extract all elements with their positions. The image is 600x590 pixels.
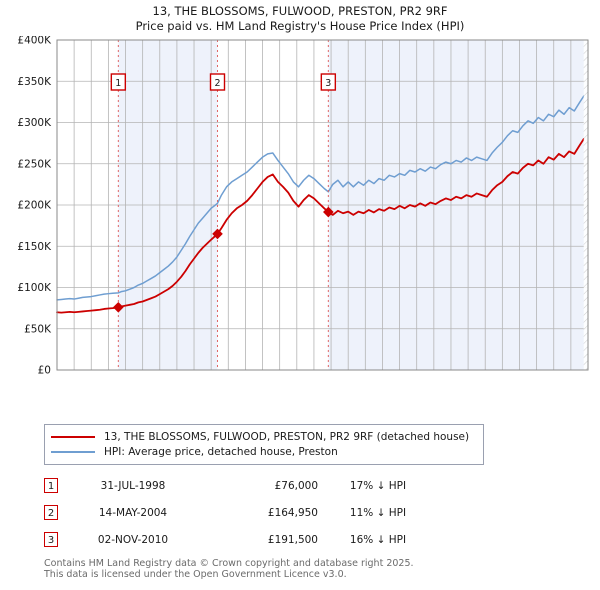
y-axis-tick-label: £50K xyxy=(24,323,52,335)
marker-badge-label-3: 3 xyxy=(325,78,331,89)
chart-series-line-2 xyxy=(56,95,585,301)
txn-price-1: £76,000 xyxy=(274,479,318,492)
table-row: 3 02-NOV-2010 £191,500 16% ↓ HPI xyxy=(44,526,474,553)
table-row: 2 14-MAY-2004 £164,950 11% ↓ HPI xyxy=(44,499,474,526)
chart-plot-area: £0 £50K £100K £150K £200K £250K £300K £350K £400… xyxy=(0,36,600,376)
chart-svg: £0 £50K £100K £150K £200K £250K £300K £350K £400… xyxy=(17,36,595,376)
y-axis-tick-label: £350K xyxy=(17,76,52,88)
marker-badge-label-1: 1 xyxy=(115,78,121,89)
sale-marker-point-2[interactable] xyxy=(212,228,223,240)
marker-badge-3[interactable] xyxy=(320,73,337,91)
title-line-2: Price paid vs. HM Land Registry's House … xyxy=(135,19,465,33)
transactions-table: 1 31-JUL-1998 £76,000 17% ↓ HPI 2 14-MAY… xyxy=(44,472,474,553)
y-axis-tick-label: £400K xyxy=(17,36,52,47)
footer-line-1: Contains HM Land Registry data © Crown c… xyxy=(44,558,414,569)
y-axis-tick-label: £300K xyxy=(17,117,52,129)
legend-label-price-paid: 13, THE BLOSSOMS, FULWOOD, PRESTON, PR2 … xyxy=(104,430,470,443)
txn-price-3: £191,500 xyxy=(267,533,318,546)
txn-date-3: 02-NOV-2010 xyxy=(97,533,169,546)
legend-swatch-hpi-icon xyxy=(51,450,95,453)
chart-series-line-1 xyxy=(56,138,585,314)
txn-price-2: £164,950 xyxy=(267,506,318,519)
sale-marker-point-1[interactable] xyxy=(113,301,124,313)
txn-badge-3: 3 xyxy=(44,532,58,547)
legend-label-hpi: HPI: Average price, detached house, Pres… xyxy=(104,445,338,458)
legend-item-hpi: HPI: Average price, detached house, Pres… xyxy=(51,444,477,459)
txn-hpi-delta-3: 16% ↓ HPI xyxy=(349,533,407,546)
table-row: 1 31-JUL-1998 £76,000 17% ↓ HPI xyxy=(44,472,474,499)
y-axis-tick-label: £0 xyxy=(38,365,51,376)
title-line-1: 13, THE BLOSSOMS, FULWOOD, PRESTON, PR2 … xyxy=(152,4,448,18)
footer-attribution: Contains HM Land Registry data © Crown c… xyxy=(44,558,584,580)
marker-badge-1[interactable] xyxy=(110,73,127,91)
txn-badge-1: 1 xyxy=(44,478,58,493)
txn-date-1: 31-JUL-1998 xyxy=(100,479,166,492)
y-axis-tick-label: £200K xyxy=(17,200,52,212)
chart-legend: 13, THE BLOSSOMS, FULWOOD, PRESTON, PR2 … xyxy=(44,424,484,465)
legend-item-price-paid: 13, THE BLOSSOMS, FULWOOD, PRESTON, PR2 … xyxy=(51,429,477,444)
marker-badge-2[interactable] xyxy=(209,73,226,91)
txn-date-2: 14-MAY-2004 xyxy=(98,506,168,519)
txn-hpi-delta-1: 17% ↓ HPI xyxy=(349,479,407,492)
y-axis-tick-label: £100K xyxy=(17,282,52,294)
sale-marker-point-3[interactable] xyxy=(323,206,334,218)
legend-swatch-price-paid-icon xyxy=(51,435,95,438)
txn-hpi-delta-2: 11% ↓ HPI xyxy=(349,506,407,519)
y-axis-tick-label: £250K xyxy=(17,158,52,170)
marker-badge-label-2: 2 xyxy=(214,78,220,89)
y-axis-tick-label: £150K xyxy=(17,241,52,253)
txn-badge-2: 2 xyxy=(44,505,58,520)
page-title: 13, THE BLOSSOMS, FULWOOD, PRESTON, PR2 … xyxy=(0,4,600,34)
footer-line-2: This data is licensed under the Open Gov… xyxy=(44,569,347,580)
